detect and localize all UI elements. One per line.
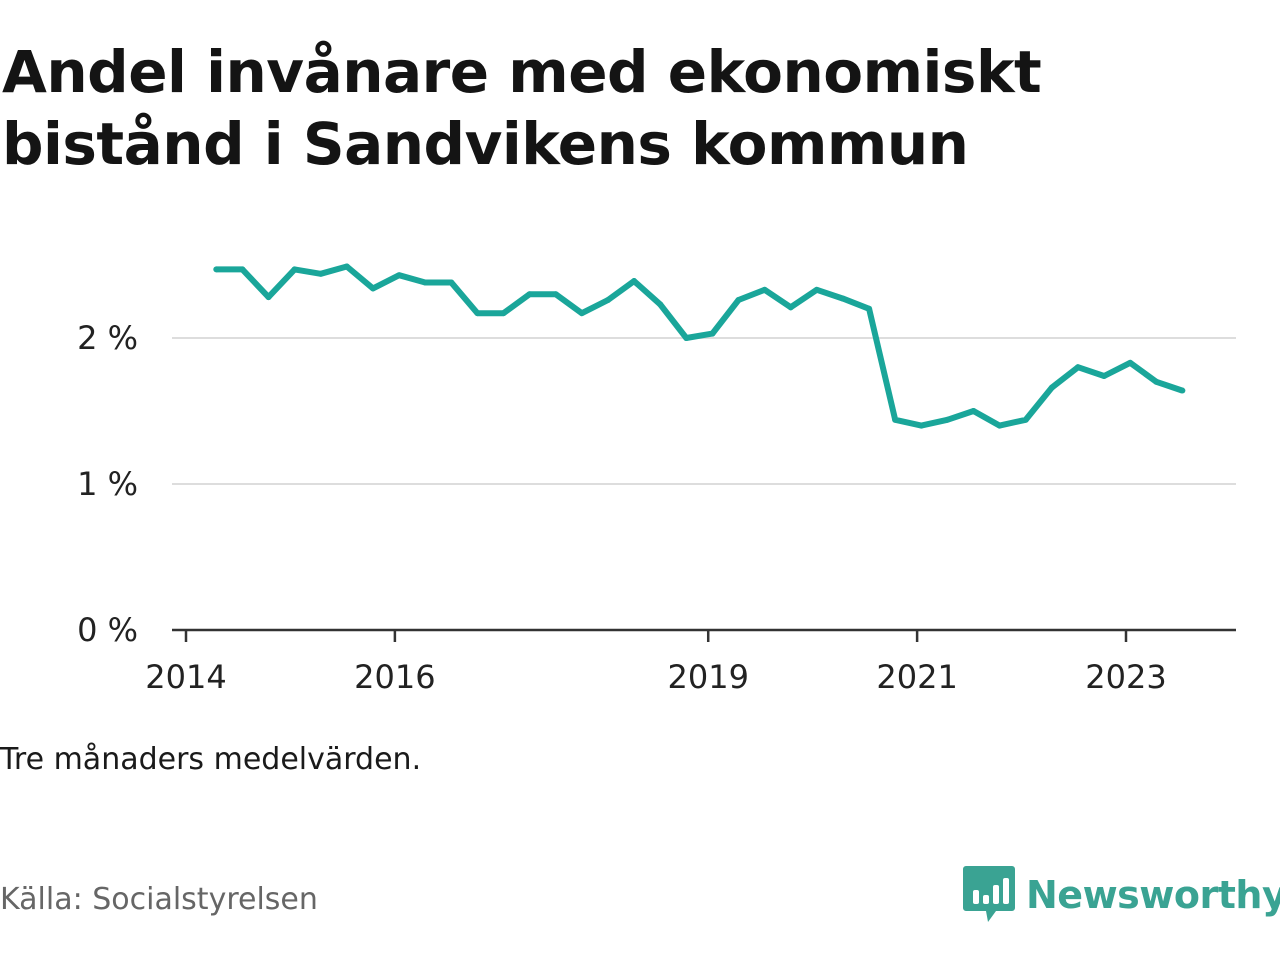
data-point (448, 279, 455, 286)
data-point (1127, 359, 1134, 366)
series-layer (213, 263, 1186, 429)
x-axis-ticks: 2014 2016 2019 2021 2023 (145, 630, 1167, 696)
data-point (343, 263, 350, 270)
line-chart: 0 % 1 % 2 % 2014 2016 2019 2021 2023 (77, 263, 1236, 696)
x-tick-label: 2023 (1085, 658, 1166, 696)
data-point (369, 285, 376, 292)
data-point (578, 310, 585, 317)
source-credit: Källa: Socialstyrelsen (0, 882, 318, 917)
data-point (866, 305, 873, 312)
data-point (265, 294, 272, 301)
data-point (631, 278, 638, 285)
data-point (787, 304, 794, 311)
data-point (709, 330, 716, 337)
x-tick-label: 2014 (145, 658, 226, 696)
chart-note: Tre månaders medelvärden. (0, 742, 422, 777)
data-point (1179, 387, 1186, 394)
data-point (918, 422, 925, 429)
x-tick-label: 2021 (876, 658, 957, 696)
data-point (213, 266, 220, 273)
data-point (839, 295, 846, 302)
data-point (474, 310, 481, 317)
data-point (761, 286, 768, 293)
data-point (996, 422, 1003, 429)
x-tick-label: 2019 (668, 658, 749, 696)
data-point (683, 335, 690, 341)
data-point (735, 297, 742, 304)
brand-logo[interactable]: Newsworthy (962, 864, 1280, 926)
data-point (892, 416, 899, 423)
data-point (422, 279, 429, 286)
newsworthy-logo-icon (963, 866, 1015, 922)
y-tick-label: 0 % (77, 611, 138, 649)
data-point (944, 416, 951, 423)
data-point (604, 297, 611, 304)
data-point (1048, 384, 1055, 391)
chart-title: Andel invånare med ekonomiskt bistånd i … (2, 38, 1042, 178)
data-point (1074, 364, 1081, 371)
data-point (317, 270, 324, 277)
data-point (239, 266, 246, 273)
data-point (1153, 378, 1160, 385)
data-point (396, 272, 403, 279)
data-point (813, 286, 820, 293)
data-point (291, 266, 298, 273)
x-tick-label: 2016 (354, 658, 435, 696)
data-point (526, 291, 533, 298)
gridlines (172, 337, 1236, 485)
data-point (1101, 372, 1108, 379)
y-tick-label: 2 % (77, 319, 138, 357)
data-point (657, 301, 664, 308)
y-axis-tick-labels: 0 % 1 % 2 % (77, 319, 138, 649)
brand-name: Newsworthy (1026, 873, 1280, 917)
data-point (970, 408, 977, 414)
data-point (500, 310, 507, 317)
series-line (216, 263, 1184, 429)
data-point (1022, 416, 1029, 423)
data-point (552, 291, 559, 298)
y-tick-label: 1 % (77, 465, 138, 503)
